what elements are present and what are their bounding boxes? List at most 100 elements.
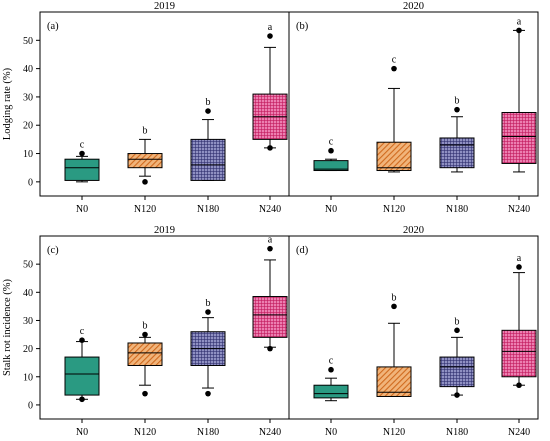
plot-frame <box>288 235 539 420</box>
significance-letter: a <box>268 235 273 246</box>
x-tick-label: N0 <box>76 427 88 438</box>
iqr-box <box>439 137 475 169</box>
plot-frame <box>288 11 539 197</box>
significance-letter: a <box>517 16 522 27</box>
outlier-point <box>516 382 522 389</box>
box-n240: N240 a <box>501 253 537 438</box>
box-n180: N180 b <box>190 97 226 215</box>
significance-letter: b <box>206 97 211 108</box>
x-tick-label: N120 <box>134 427 156 438</box>
iqr-box <box>127 342 163 367</box>
significance-letter: c <box>80 140 85 151</box>
significance-letter: c <box>80 326 85 337</box>
significance-letter: b <box>392 292 397 303</box>
box-n120: N120 b <box>127 321 163 438</box>
outlier-point <box>454 327 460 334</box>
box-n0: N0 c <box>313 137 349 215</box>
y-tick-label: 50 <box>23 36 33 47</box>
outlier-point <box>328 366 334 373</box>
significance-letter: c <box>329 137 334 148</box>
significance-letter: b <box>143 125 148 136</box>
box-n240: N240 a <box>252 235 288 438</box>
significance-letter: b <box>455 96 460 107</box>
iqr-box <box>313 160 349 172</box>
chart-panel: 2019 (c) 0 10 20 30 40 50 Stalk rot incidence (%… <box>2 225 290 438</box>
x-tick-label: N240 <box>259 204 281 215</box>
outlier-point <box>79 150 85 157</box>
outlier-point <box>267 33 273 39</box>
significance-letter: b <box>455 316 460 327</box>
x-tick-label: N120 <box>134 204 156 215</box>
panel-label: (a) <box>47 21 59 32</box>
y-tick-label: 20 <box>23 344 33 355</box>
outlier-point <box>454 392 460 398</box>
y-tick-label: 50 <box>23 260 33 271</box>
panel-label: (b) <box>296 21 309 32</box>
outlier-point <box>328 147 334 154</box>
y-axis-label: Lodging rate (%) <box>2 67 13 140</box>
outlier-point <box>267 145 273 151</box>
outlier-point <box>79 337 85 343</box>
x-tick-label: N180 <box>446 204 468 215</box>
y-tick-label: 30 <box>23 316 33 327</box>
iqr-box <box>190 138 226 181</box>
panel-label: (c) <box>47 245 59 256</box>
outlier-point <box>142 390 148 397</box>
outlier-point <box>205 390 211 397</box>
outlier-point <box>391 303 397 310</box>
box-n180: N180 b <box>439 316 475 438</box>
significance-letter: a <box>268 22 273 33</box>
y-axis-label: Stalk rot incidence (%) <box>2 278 13 376</box>
x-tick-label: N0 <box>325 427 337 438</box>
x-tick-label: N0 <box>76 204 88 215</box>
box-n240: N240 a <box>501 16 537 215</box>
panel-title: 2020 <box>403 225 424 236</box>
panel-title: 2019 <box>154 225 175 236</box>
iqr-box <box>376 366 412 397</box>
box-n0: N0 c <box>64 140 100 215</box>
x-tick-label: N120 <box>383 427 405 438</box>
y-tick-label: 30 <box>23 92 33 103</box>
outlier-point <box>267 245 273 252</box>
outlier-point <box>205 108 211 114</box>
x-tick-label: N240 <box>508 427 530 438</box>
box-n120: N120 c <box>376 55 412 215</box>
panel-title: 2020 <box>403 1 424 12</box>
outlier-point <box>516 27 522 34</box>
outlier-point <box>205 309 211 315</box>
outlier-point <box>142 331 148 338</box>
iqr-box <box>127 153 163 169</box>
panel-label: (d) <box>296 245 309 256</box>
x-tick-label: N120 <box>383 204 405 215</box>
box-n180: N180 b <box>190 298 226 438</box>
y-tick-label: 40 <box>23 288 33 299</box>
y-tick-label: 10 <box>23 372 33 383</box>
iqr-box <box>501 111 537 164</box>
box-n0: N0 c <box>313 356 349 438</box>
x-tick-label: N180 <box>197 427 219 438</box>
box-n240: N240 a <box>252 22 288 215</box>
outlier-point <box>267 345 273 352</box>
significance-letter: c <box>392 55 397 66</box>
outlier-point <box>454 106 460 113</box>
outlier-point <box>391 65 397 72</box>
outlier-point <box>79 396 85 403</box>
y-tick-label: 0 <box>28 177 33 188</box>
iqr-box <box>252 296 288 338</box>
significance-letter: b <box>143 321 148 332</box>
significance-letter: c <box>329 356 334 367</box>
outlier-point <box>142 179 148 185</box>
x-tick-label: N0 <box>325 204 337 215</box>
significance-letter: a <box>517 253 522 264</box>
iqr-box <box>501 329 537 378</box>
chart-panel: 2020 (d) N0 c N120 b N180 b N240 a <box>288 225 539 438</box>
iqr-box <box>376 141 412 172</box>
y-tick-label: 40 <box>23 64 33 75</box>
x-tick-label: N240 <box>259 427 281 438</box>
chart-panel: 2020 (b) N0 c N120 c N180 b N240 a <box>288 1 539 215</box>
x-tick-label: N240 <box>508 204 530 215</box>
y-tick-label: 20 <box>23 121 33 132</box>
iqr-box <box>64 158 100 181</box>
box-n0: N0 c <box>64 326 100 438</box>
